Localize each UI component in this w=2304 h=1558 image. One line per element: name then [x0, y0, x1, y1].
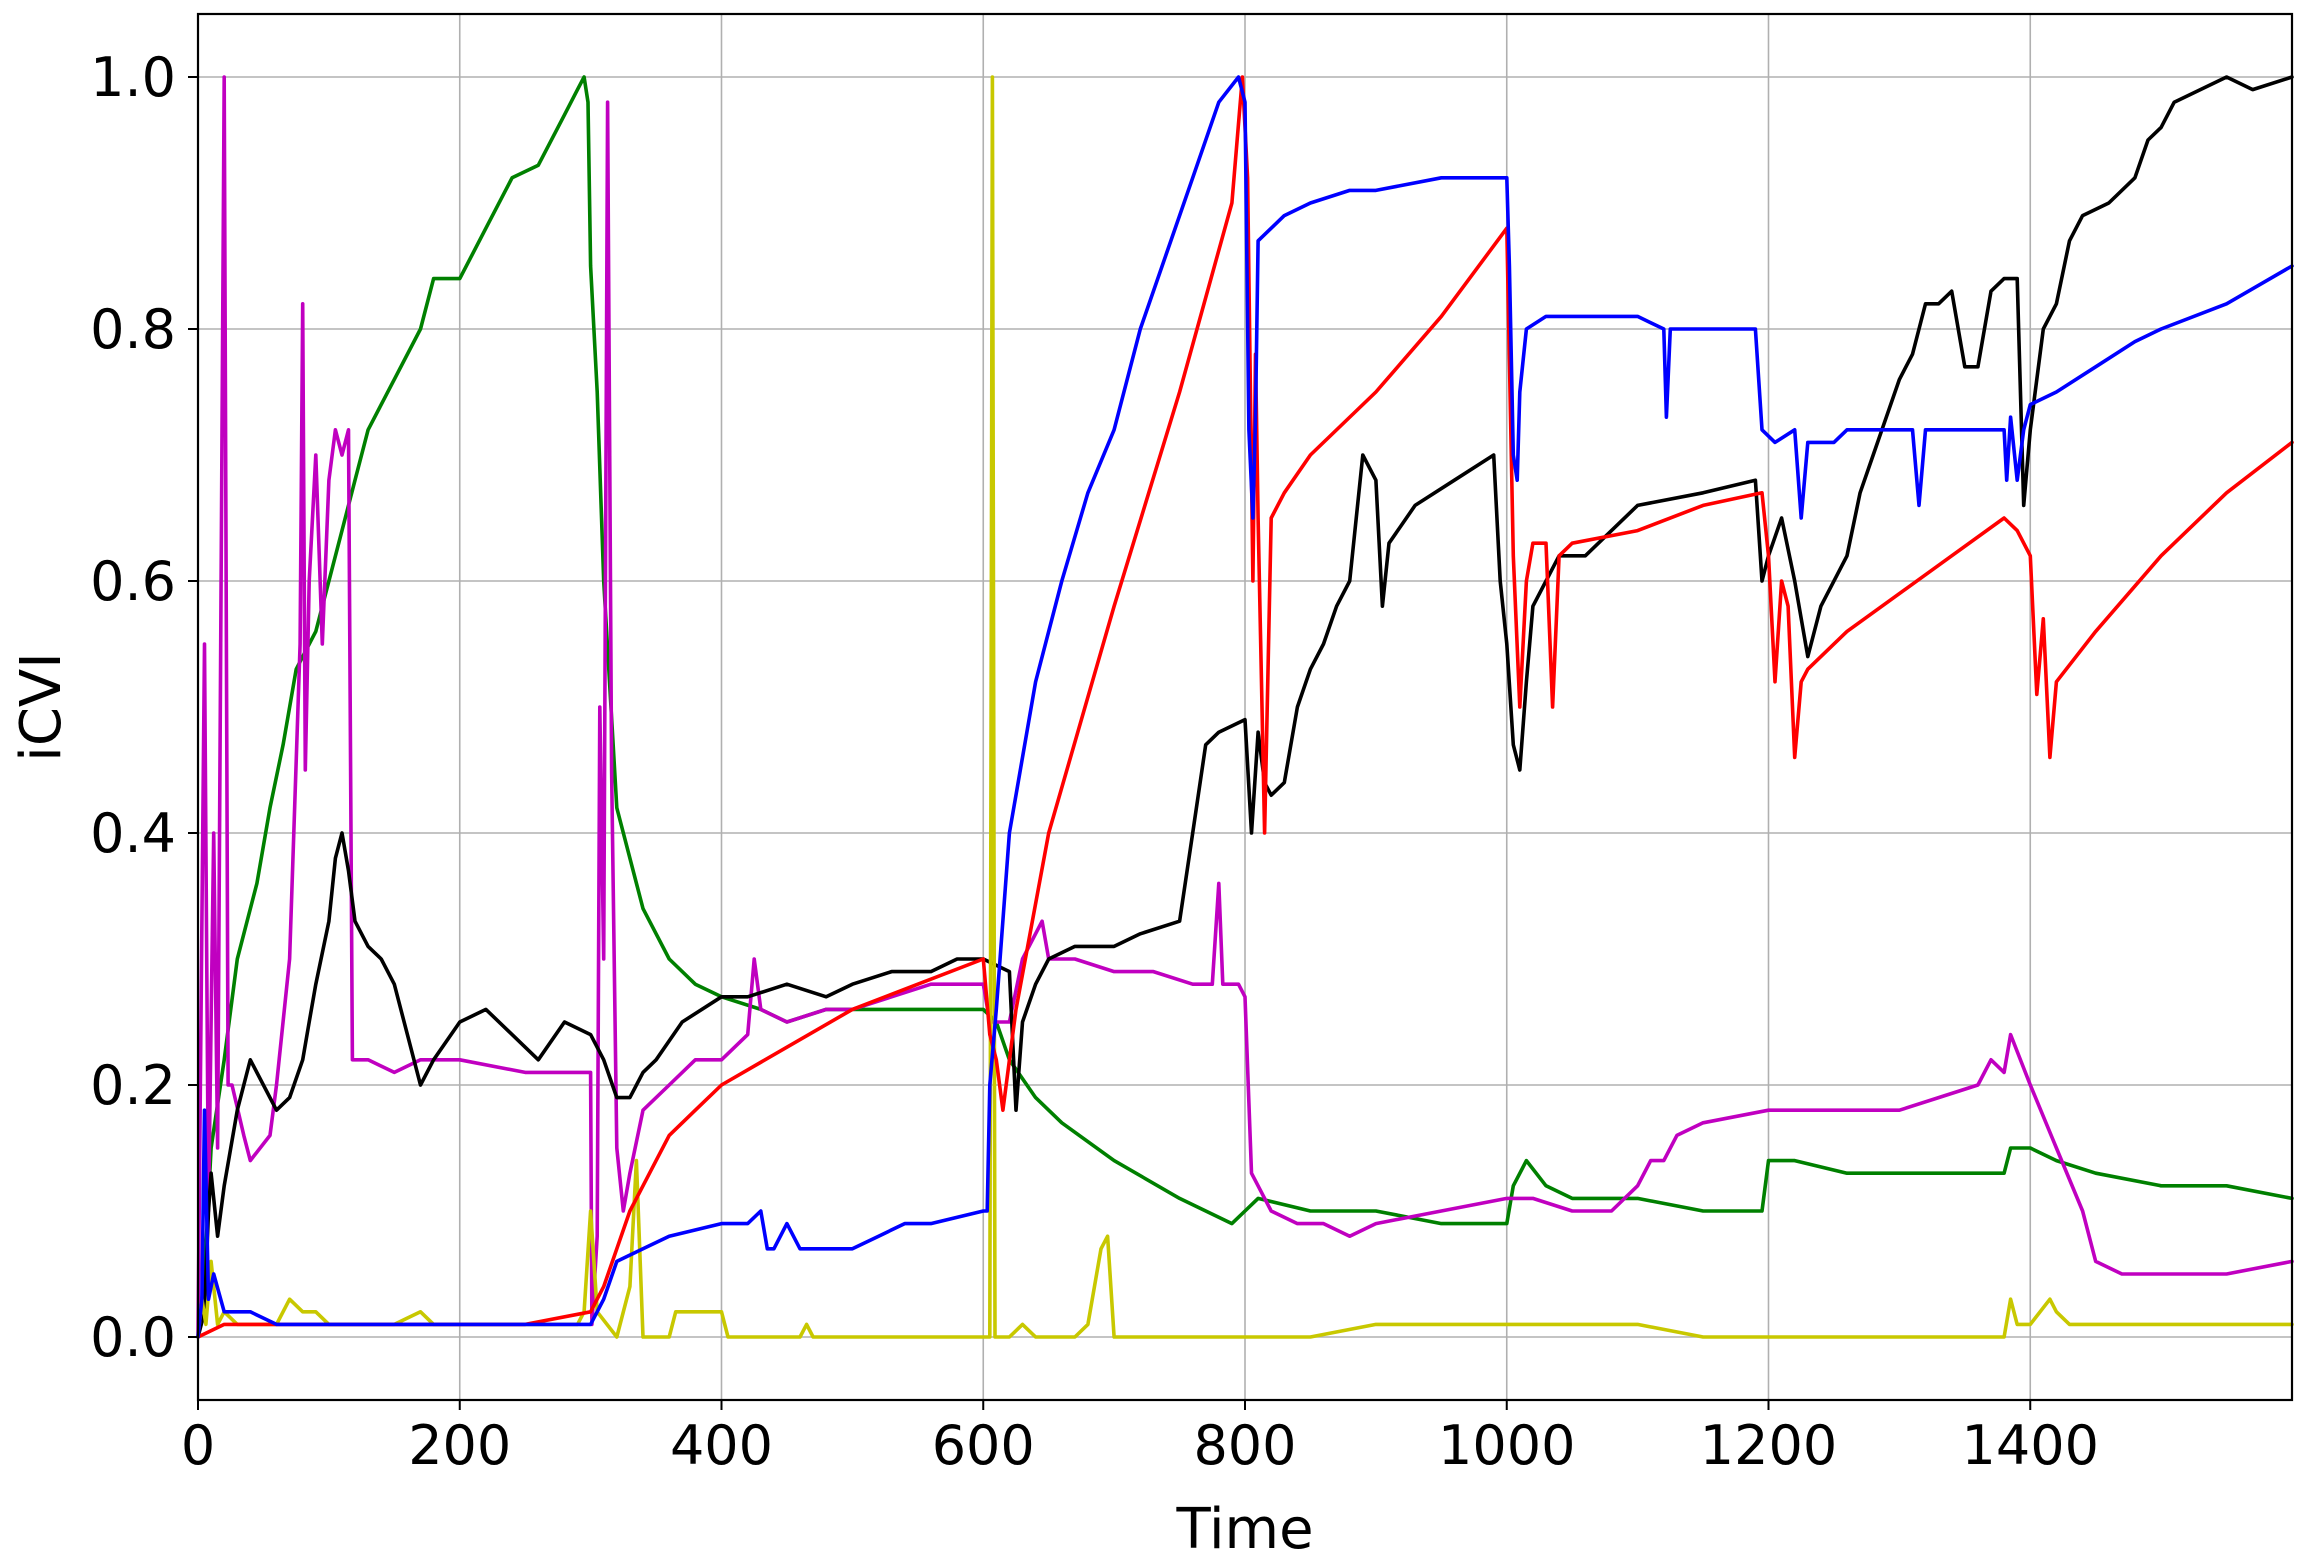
- x-tick-label: 1000: [1438, 1414, 1575, 1477]
- y-tick-label: 0.4: [90, 802, 176, 865]
- x-tick-label: 400: [670, 1414, 773, 1477]
- x-tick-label: 600: [932, 1414, 1035, 1477]
- series-line-4: [196, 75, 2294, 1339]
- y-tick-label: 0.8: [90, 298, 176, 361]
- x-tick-label: 800: [1193, 1414, 1296, 1477]
- x-axis-label: Time: [1175, 1497, 1313, 1558]
- y-tick-label: 0.6: [90, 550, 176, 613]
- y-tick-label: 0.0: [90, 1306, 176, 1369]
- y-axis: 0.0 0.2 0.4 0.6 0.8 1.0: [90, 46, 198, 1369]
- x-tick-label: 1200: [1700, 1414, 1837, 1477]
- series-line-2: [196, 75, 2294, 1339]
- x-tick-label: 200: [408, 1414, 511, 1477]
- x-axis: 0 200 400 600 800 1000 1200 1400: [181, 1400, 2099, 1477]
- y-tick-label: 1.0: [90, 46, 176, 109]
- x-tick-label: 0: [181, 1414, 215, 1477]
- y-tick-label: 0.2: [90, 1054, 176, 1117]
- x-tick-label: 1400: [1962, 1414, 2099, 1477]
- plot-area: [196, 75, 2294, 1339]
- series-line-3: [196, 75, 2294, 1339]
- series-line-5: [196, 75, 2294, 1339]
- y-axis-label: iCVI: [9, 652, 74, 761]
